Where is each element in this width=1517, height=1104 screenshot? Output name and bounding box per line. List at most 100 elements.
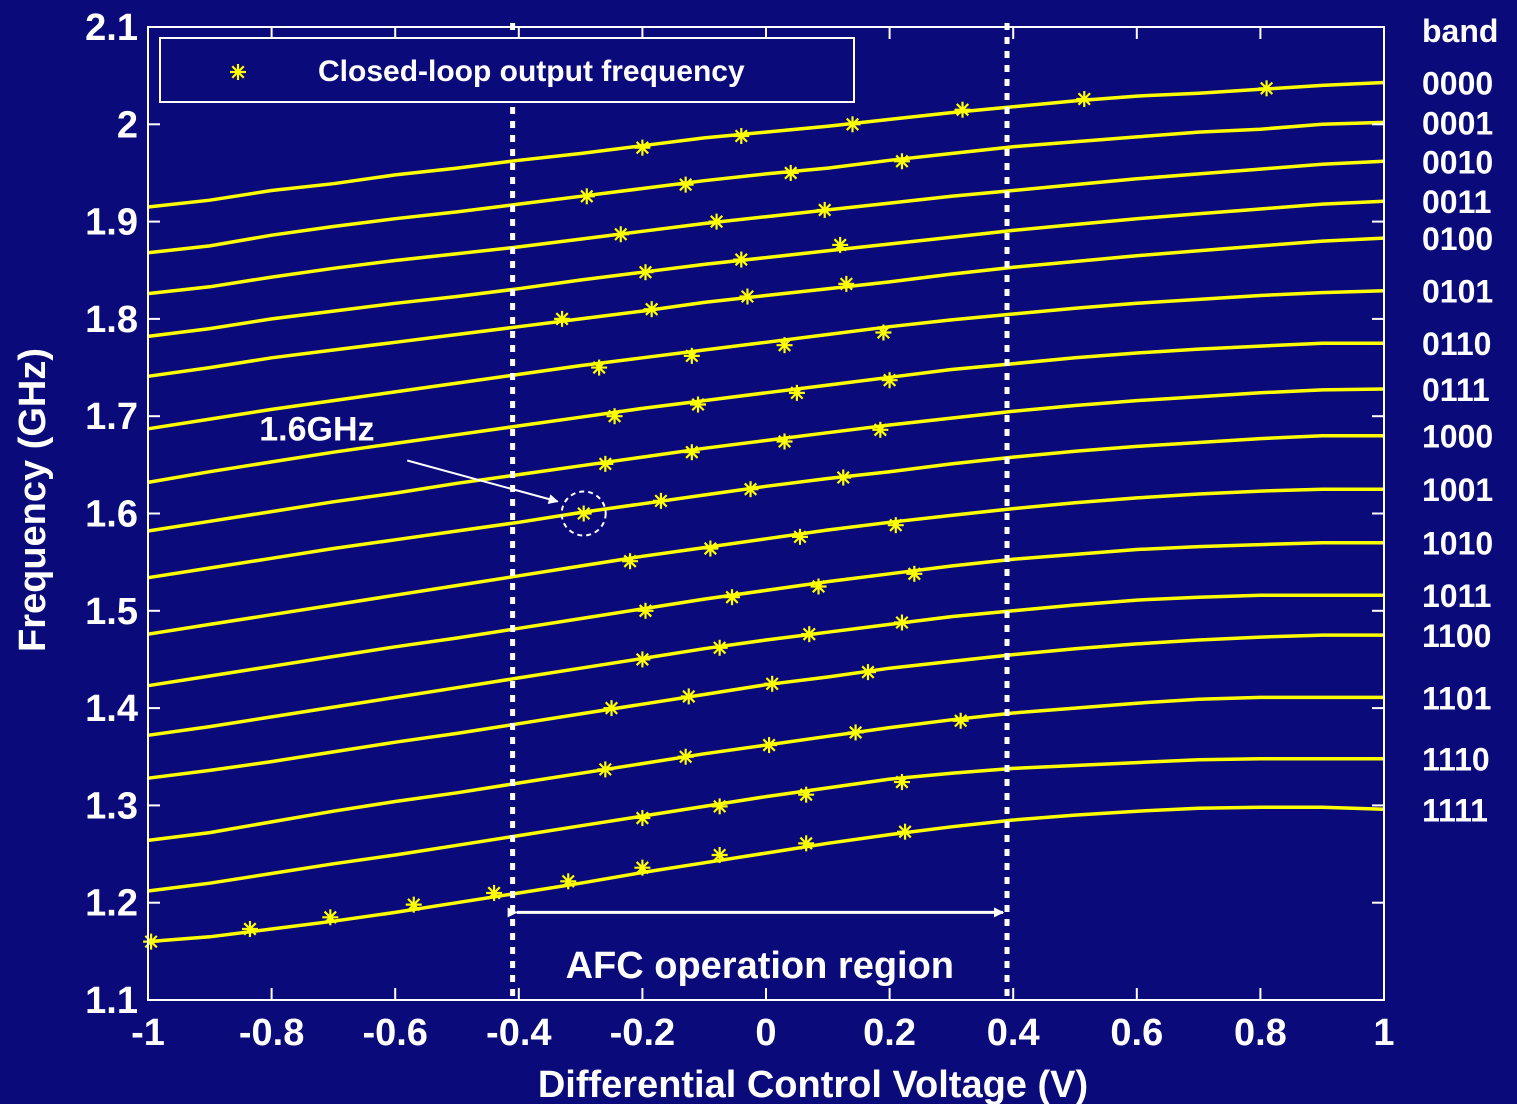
closed-loop-point-1 — [1076, 91, 1093, 108]
closed-loop-point-63 — [711, 847, 728, 864]
series-line-1011 — [147, 593, 1384, 738]
band-label-0000: 0000 — [1422, 65, 1493, 101]
closed-loop-point-47 — [634, 651, 651, 668]
x-tick-label: -0.8 — [239, 1012, 304, 1054]
band-label-1000: 1000 — [1422, 419, 1493, 455]
x-tick-label: -0.6 — [362, 1012, 427, 1054]
series-line-0100 — [147, 236, 1385, 379]
afc-region: AFC operation region — [507, 907, 1005, 987]
closed-loop-point-36 — [887, 517, 904, 534]
closed-loop-point-69 — [241, 920, 258, 937]
x-tick-label: -0.4 — [486, 1012, 551, 1054]
y-tick-label: 1.6 — [85, 494, 138, 536]
band-label-1111: 1111 — [1422, 792, 1488, 828]
band-label-1110: 1110 — [1422, 742, 1490, 778]
legend-marker-star — [230, 64, 246, 80]
closed-loop-point-30 — [683, 444, 700, 461]
y-tick-label: 1.8 — [85, 299, 138, 341]
closed-loop-point-57 — [893, 774, 910, 791]
closed-loop-point-8 — [677, 176, 694, 193]
legend-box — [159, 37, 855, 103]
closed-loop-point-64 — [634, 859, 651, 876]
annotation-label: 1.6GHz — [259, 411, 374, 449]
closed-loop-point-62 — [798, 835, 815, 852]
x-tick-label: -0.2 — [610, 1012, 675, 1054]
x-tick-label: 0.6 — [1110, 1012, 1163, 1054]
y-tick-label: 2.1 — [85, 7, 138, 49]
x-tick-label: -1 — [131, 1012, 165, 1054]
x-axis-label: Differential Control Voltage (V) — [538, 1064, 1088, 1104]
closed-loop-point-18 — [643, 301, 660, 318]
band-label-1101: 1101 — [1422, 680, 1491, 716]
x-tick-label: 0 — [755, 1012, 776, 1054]
y-tick-label: 2 — [117, 104, 138, 146]
closed-loop-point-60 — [634, 810, 651, 827]
closed-loop-point-33 — [742, 481, 759, 498]
band-label-0101: 0101 — [1422, 274, 1493, 310]
band-label-1010: 1010 — [1422, 526, 1493, 562]
closed-loop-point-26 — [690, 396, 707, 413]
series-line-0001 — [147, 120, 1385, 255]
annotation-1-6ghz: 1.6GHz — [259, 411, 607, 537]
closed-loop-point-15 — [637, 264, 654, 281]
legend: Closed-loop output frequency — [159, 37, 855, 103]
y-tick-label: 1.9 — [85, 202, 138, 244]
closed-loop-point-41 — [810, 578, 827, 595]
closed-loop-point-43 — [637, 602, 654, 619]
closed-loop-point-51 — [603, 700, 620, 717]
closed-loop-point-45 — [801, 626, 818, 643]
annotation-arrow — [406, 459, 559, 504]
closed-loop-point-2 — [954, 101, 971, 118]
series-line-0000 — [147, 80, 1385, 209]
series-line-1110 — [147, 756, 1384, 893]
y-tick-label: 1.3 — [85, 785, 138, 827]
closed-loop-point-35 — [575, 505, 592, 522]
y-axis-label: Frequency (GHz) — [12, 348, 54, 652]
band-label-0111: 0111 — [1422, 372, 1490, 408]
band-header: band — [1422, 13, 1498, 49]
closed-loop-point-20 — [875, 324, 892, 341]
legend-label: Closed-loop output frequency — [318, 55, 745, 88]
afc-region-markers — [510, 23, 1010, 1000]
closed-loop-point-53 — [847, 724, 864, 741]
closed-loop-point-14 — [733, 251, 750, 268]
closed-loop-point-38 — [702, 540, 719, 557]
closed-loop-point-46 — [711, 639, 728, 656]
closed-loop-point-56 — [597, 761, 614, 778]
closed-loop-point-27 — [606, 408, 623, 425]
closed-loop-point-37 — [791, 528, 808, 545]
series-line-0111 — [147, 387, 1385, 533]
closed-loop-point-29 — [776, 433, 793, 450]
y-tick-label: 1.5 — [85, 591, 138, 633]
closed-loop-point-9 — [578, 188, 595, 205]
closed-loop-point-23 — [591, 359, 608, 376]
x-tick-label: 0.2 — [863, 1012, 916, 1054]
series-line-1111 — [147, 805, 1385, 944]
closed-loop-point-19 — [554, 310, 571, 327]
closed-loop-point-24 — [881, 372, 898, 389]
closed-loop-point-52 — [952, 712, 969, 729]
series-line-1010 — [147, 540, 1384, 688]
closed-loop-point-34 — [652, 492, 669, 509]
x-tick-label: 0.8 — [1234, 1012, 1287, 1054]
closed-loop-point-65 — [560, 873, 577, 890]
closed-loop-point-39 — [622, 553, 639, 570]
closed-loop-point-21 — [776, 337, 793, 354]
closed-loop-point-59 — [711, 798, 728, 815]
series-line-0010 — [147, 159, 1385, 296]
closed-loop-point-5 — [634, 139, 651, 156]
closed-loop-points — [143, 80, 1275, 950]
closed-loop-point-42 — [724, 589, 741, 606]
closed-loop-point-44 — [893, 614, 910, 631]
y-tick-label: 1.4 — [85, 688, 138, 730]
closed-loop-point-70 — [143, 933, 160, 950]
axes — [147, 26, 1385, 1001]
closed-loop-point-16 — [838, 275, 855, 292]
band-label-0100: 0100 — [1422, 221, 1493, 257]
series-line-1001 — [147, 487, 1384, 636]
series-line-0110 — [147, 341, 1384, 485]
band-label-1100: 1100 — [1422, 618, 1491, 654]
afc-region-label: AFC operation region — [566, 945, 954, 987]
closed-loop-point-3 — [844, 116, 861, 133]
